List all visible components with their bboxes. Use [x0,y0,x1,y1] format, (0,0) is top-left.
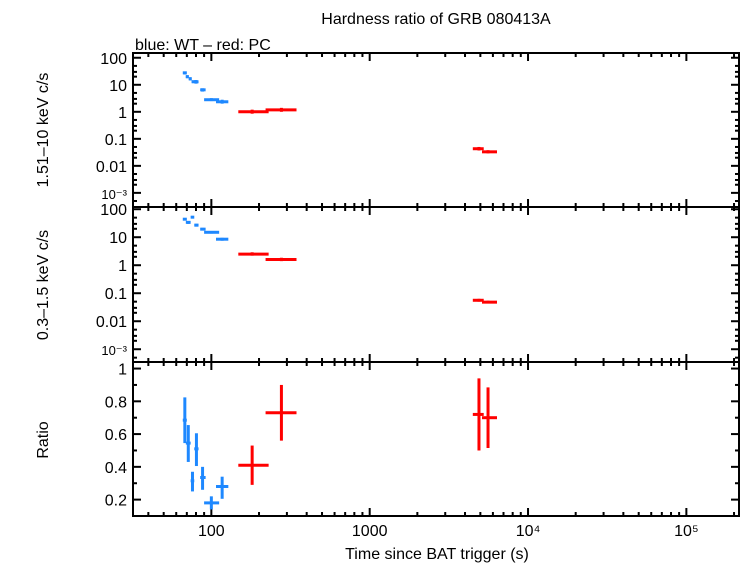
y-tick-label: 0.1 [105,132,127,149]
y-tick-label: 1 [118,258,127,275]
panel-frame-1 [132,52,740,208]
y-tick-label: 0.6 [105,427,127,444]
x-tick-label: 1000 [352,523,388,540]
x-axis-label: Time since BAT trigger (s) [345,546,529,563]
y-tick-label: 0.2 [105,493,127,510]
y-tick-label: 10 [109,78,127,95]
y-tick-label: 10⁻³ [101,187,127,202]
y-tick-label: 0.1 [105,286,127,303]
y-tick-label: 1 [118,105,127,122]
chart-title: Hardness ratio of GRB 080413A [321,11,551,28]
y-axis-label-ratio: Ratio [35,421,52,458]
y-tick-label: 0.8 [105,394,127,411]
x-tick-label: 10⁵ [674,523,698,540]
y-tick-label: 100 [100,202,127,219]
y-tick-label: 10⁻³ [101,343,127,358]
y-tick-label: 10 [109,230,127,247]
y-tick-label: 100 [100,51,127,68]
x-tick-label: 100 [198,523,225,540]
y-tick-label: 0.01 [96,314,127,331]
panel-frame-2 [132,206,740,363]
y-axis-label-top: 1.51–10 keV c/s [35,73,52,188]
y-tick-label: 0.4 [105,460,127,477]
y-axis-label-middle: 0.3–1.5 keV c/s [35,230,52,340]
x-tick-label: 10⁴ [516,523,541,540]
y-tick-label: 0.01 [96,159,127,176]
panel-frame-3 [132,361,740,517]
chart-subtitle: blue: WT – red: PC [135,37,271,54]
y-tick-label: 1 [118,362,127,379]
